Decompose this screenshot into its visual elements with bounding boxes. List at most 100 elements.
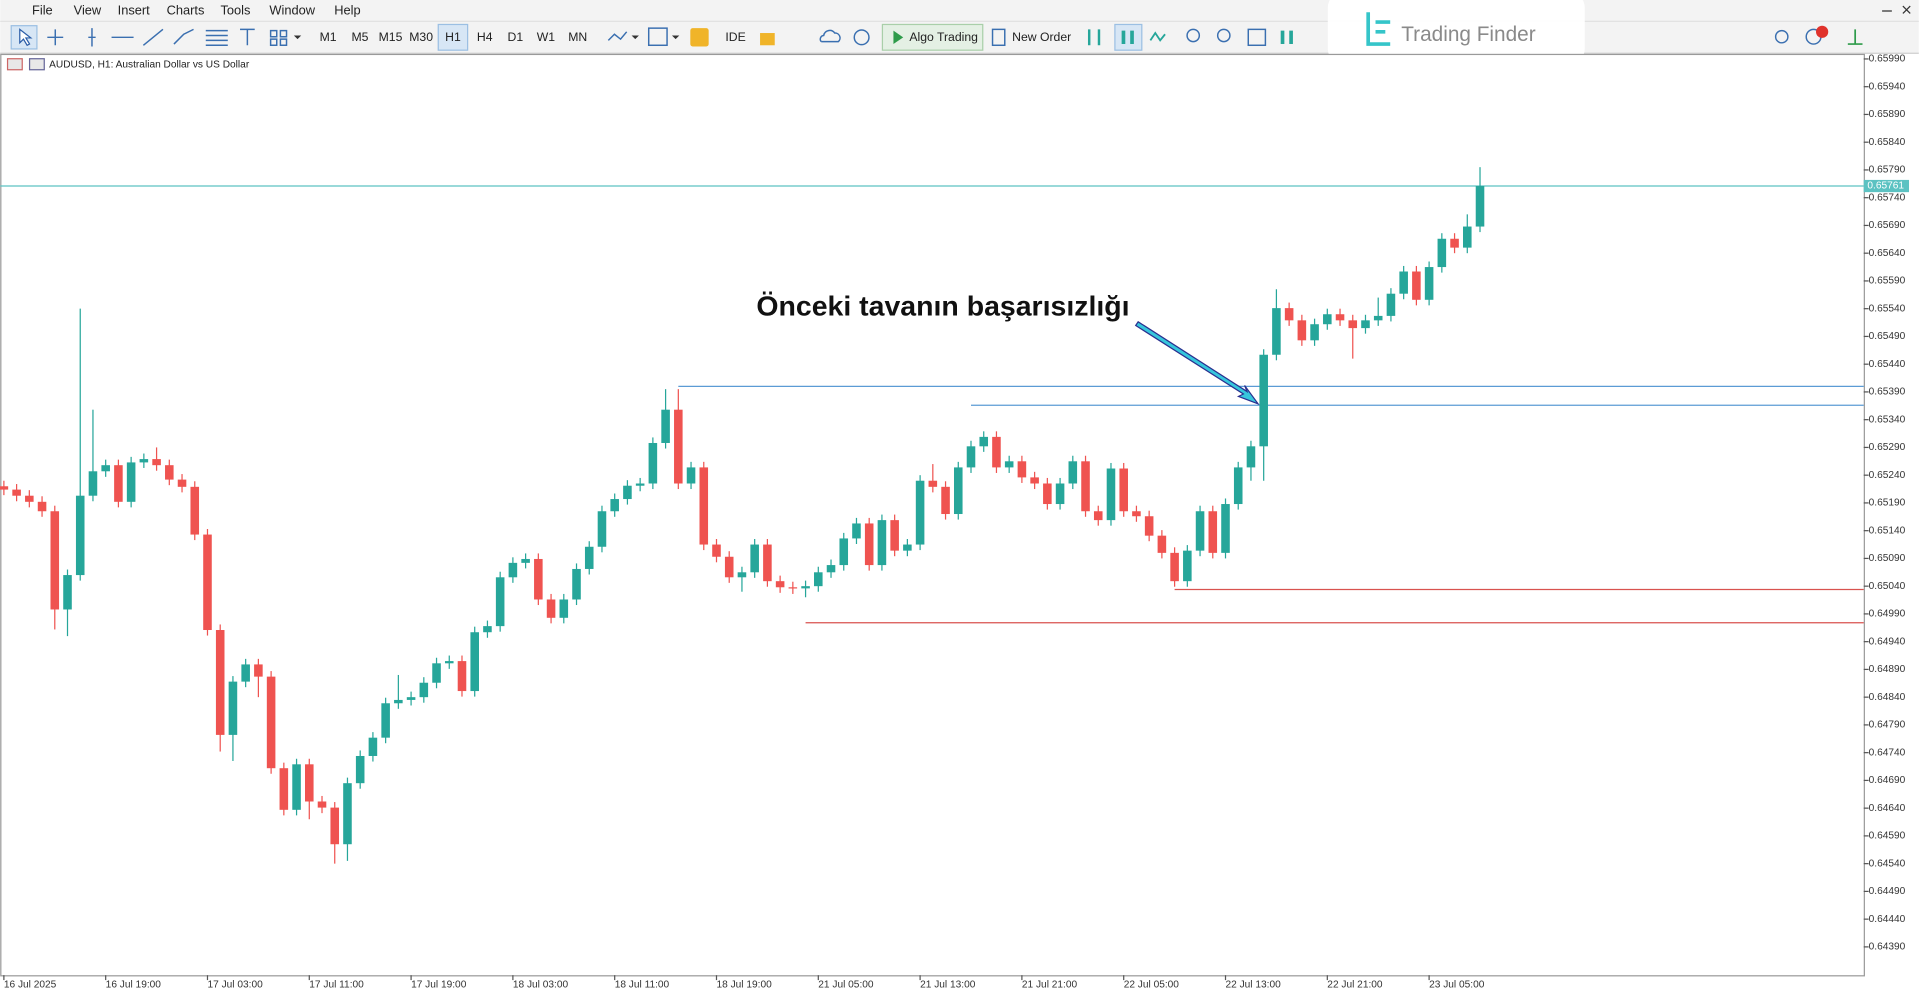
chart-type-icon[interactable] <box>647 27 668 47</box>
timeframe-button[interactable]: M15 <box>379 30 403 44</box>
candle-body <box>572 568 581 600</box>
candle-body <box>966 446 976 468</box>
line-icon[interactable] <box>1149 31 1166 42</box>
candle-body <box>101 465 110 472</box>
dropdown-arrow <box>631 35 639 40</box>
timeframe-button[interactable]: H1 <box>445 30 461 44</box>
menu-item[interactable]: Tools <box>220 2 250 17</box>
y-tick-label: 0.65690 <box>1869 220 1906 231</box>
new-order-label[interactable]: New Order <box>1012 30 1071 44</box>
y-tick-label: 0.65040 <box>1869 581 1906 592</box>
candle-body <box>317 801 327 808</box>
candle-body <box>890 520 899 551</box>
autoscroll-icon[interactable] <box>1280 30 1293 45</box>
y-tick-label: 0.65790 <box>1869 165 1906 176</box>
candle-body <box>177 479 187 487</box>
search-icon[interactable] <box>1774 29 1789 44</box>
candle-body <box>1310 324 1319 341</box>
candle-body <box>979 436 989 447</box>
timeframe-button[interactable]: H4 <box>477 30 493 44</box>
candle-body <box>1195 511 1205 551</box>
candle-body <box>1221 504 1230 553</box>
y-tick-label: 0.64990 <box>1869 609 1906 620</box>
market-icon[interactable] <box>690 28 709 47</box>
timeframe-button[interactable]: D1 <box>508 30 524 44</box>
timeframe-button[interactable]: W1 <box>537 30 556 44</box>
vline-icon[interactable] <box>88 28 96 47</box>
candle-body <box>190 486 200 535</box>
candles-button[interactable] <box>1114 23 1143 51</box>
timeframe-button[interactable]: M5 <box>351 30 368 44</box>
candle-body <box>750 544 759 573</box>
shapes-icon[interactable] <box>269 29 288 47</box>
candle-body <box>661 409 670 443</box>
menu-item[interactable]: Insert <box>118 2 151 17</box>
toolbar-labels: M1 M5 M15 M30 H1 H4 D1 W1 MN IDE Algo Trading New O… <box>320 30 1072 44</box>
candle-body <box>1132 511 1141 517</box>
menu-item[interactable]: Charts <box>167 2 205 17</box>
candle-body <box>63 575 72 610</box>
candle-body <box>1017 461 1027 478</box>
y-tick-label: 0.65090 <box>1869 553 1906 564</box>
menu-item[interactable]: Help <box>334 2 360 17</box>
candle-body <box>852 523 861 539</box>
candle-body <box>1424 267 1434 300</box>
indicators-icon[interactable] <box>607 31 628 41</box>
lock-icon[interactable] <box>760 33 775 46</box>
candle-body <box>839 538 849 566</box>
candle-body <box>254 664 263 677</box>
timeframe-button[interactable]: M1 <box>320 30 337 44</box>
candle-body <box>1348 320 1358 329</box>
zoom-in-icon[interactable] <box>1186 28 1201 43</box>
algo-trading-label[interactable]: Algo Trading <box>909 30 978 44</box>
candle-body <box>126 462 136 502</box>
candle-body <box>1399 271 1408 294</box>
y-tick-label: 0.64840 <box>1869 692 1906 703</box>
candle-body <box>903 544 912 551</box>
y-tick-label: 0.65390 <box>1869 387 1906 398</box>
cloud-icon[interactable] <box>819 29 841 43</box>
ide-button[interactable]: IDE <box>725 30 745 44</box>
y-tick-label: 0.65540 <box>1869 303 1906 314</box>
candle-body <box>1144 516 1154 536</box>
window-controls[interactable] <box>1882 5 1911 14</box>
cursor-icon <box>19 28 33 47</box>
menu-item[interactable]: View <box>74 2 102 17</box>
candle-body <box>419 682 429 698</box>
text-icon[interactable] <box>240 28 255 46</box>
x-tick-label: 17 Jul 19:00 <box>411 980 467 991</box>
candle-body <box>1297 320 1307 341</box>
new-order-icon[interactable] <box>991 28 1006 47</box>
vps-icon[interactable] <box>853 29 870 46</box>
zoom-out-icon[interactable] <box>1216 28 1231 43</box>
channel-icon[interactable] <box>173 28 194 45</box>
grid-icon[interactable] <box>1247 28 1267 47</box>
menu-item[interactable]: Window <box>269 2 315 17</box>
candle-body <box>1055 483 1065 505</box>
signal-icon[interactable] <box>1847 29 1863 45</box>
bars-icon[interactable] <box>1087 29 1101 46</box>
x-tick-label: 18 Jul 19:00 <box>716 980 772 991</box>
candle-body <box>1119 468 1128 512</box>
candle-body <box>1157 535 1167 553</box>
menu-item[interactable]: File <box>32 2 53 17</box>
crosshair-icon[interactable] <box>47 29 64 46</box>
timeframe-button[interactable]: MN <box>568 30 587 44</box>
x-tick-label: 23 Jul 05:00 <box>1429 980 1485 991</box>
candle-body <box>75 495 85 576</box>
candle-body <box>343 783 352 845</box>
candle-body <box>1335 314 1345 321</box>
candle-body <box>1246 446 1256 468</box>
trendline-icon[interactable] <box>142 28 164 46</box>
candle-body <box>215 630 225 735</box>
candle-body <box>0 486 9 490</box>
fibo-icon[interactable] <box>205 29 228 47</box>
candle-body <box>699 467 709 545</box>
timeframe-button[interactable]: M30 <box>409 30 433 44</box>
candle-body <box>814 572 823 587</box>
candle-body <box>877 520 887 566</box>
candle-body <box>775 581 785 588</box>
candle-body <box>394 699 403 704</box>
x-tick-label: 18 Jul 03:00 <box>513 980 569 991</box>
